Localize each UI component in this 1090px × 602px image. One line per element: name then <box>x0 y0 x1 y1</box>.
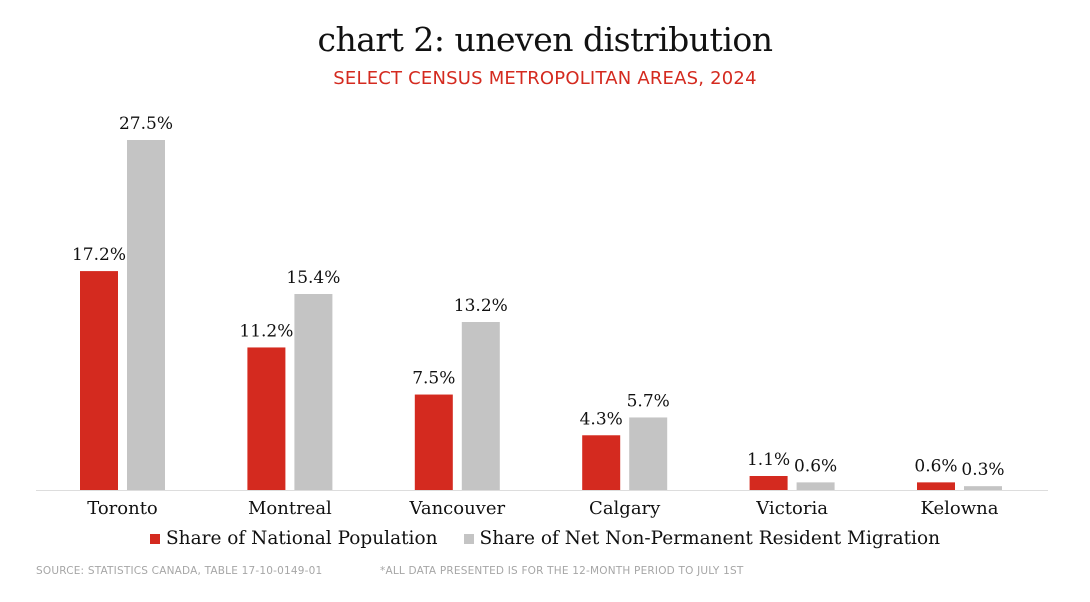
bar-victoria-series-2 <box>796 482 835 490</box>
bar-toronto-series-1 <box>80 271 118 490</box>
data-label-montreal-series-2: 15.4% <box>286 268 340 288</box>
x-tick-label-toronto: Toronto <box>87 498 158 519</box>
bar-vancouver-series-1 <box>414 394 453 490</box>
bar-toronto-series-2 <box>127 140 165 490</box>
x-tick-label-victoria: Victoria <box>755 498 828 519</box>
period-note: *ALL DATA PRESENTED IS FOR THE 12-MONTH … <box>380 565 744 577</box>
chart-title: chart 2: uneven distribution <box>317 20 773 59</box>
x-tick-label-calgary: Calgary <box>589 498 661 519</box>
x-tick-label-vancouver: Vancouver <box>408 498 505 519</box>
bar-montreal-series-2 <box>294 294 333 490</box>
legend-item-national-population: Share of National Population <box>149 528 438 549</box>
bar-kelowna-series-2 <box>964 486 1002 490</box>
x-tick-label-montreal: Montreal <box>248 498 332 519</box>
legend-label-npr-migration: Share of Net Non-Permanent Resident Migr… <box>479 528 941 549</box>
bar-calgary-series-1 <box>582 435 621 490</box>
legend-label-national-population: Share of National Population <box>165 528 438 549</box>
data-label-toronto-series-2: 27.5% <box>119 114 173 134</box>
data-label-calgary-series-2: 5.7% <box>627 391 670 411</box>
x-tick-label-kelowna: Kelowna <box>921 498 999 519</box>
data-label-victoria-series-1: 1.1% <box>747 450 790 470</box>
data-label-toronto-series-1: 17.2% <box>72 245 126 265</box>
bar-kelowna-series-1 <box>917 482 955 490</box>
chart-legend: Share of National Population Share of Ne… <box>0 528 1090 549</box>
legend-swatch-gray <box>463 533 474 544</box>
data-label-calgary-series-1: 4.3% <box>580 409 623 429</box>
legend-swatch-red <box>149 533 160 544</box>
chart-subtitle: SELECT CENSUS METROPOLITAN AREAS, 2024 <box>333 68 757 89</box>
legend-item-npr-migration: Share of Net Non-Permanent Resident Migr… <box>463 528 941 549</box>
data-label-victoria-series-2: 0.6% <box>794 456 837 476</box>
data-label-vancouver-series-2: 13.2% <box>454 296 508 316</box>
bar-vancouver-series-2 <box>461 322 500 490</box>
bar-victoria-series-1 <box>749 476 788 490</box>
data-label-montreal-series-1: 11.2% <box>239 321 293 341</box>
data-label-vancouver-series-1: 7.5% <box>412 369 455 389</box>
source-note: SOURCE: STATISTICS CANADA, TABLE 17-10-0… <box>36 565 323 577</box>
bar-calgary-series-2 <box>629 417 668 490</box>
data-label-kelowna-series-2: 0.3% <box>961 460 1004 480</box>
data-label-kelowna-series-1: 0.6% <box>914 456 957 476</box>
bar-montreal-series-1 <box>247 347 286 490</box>
